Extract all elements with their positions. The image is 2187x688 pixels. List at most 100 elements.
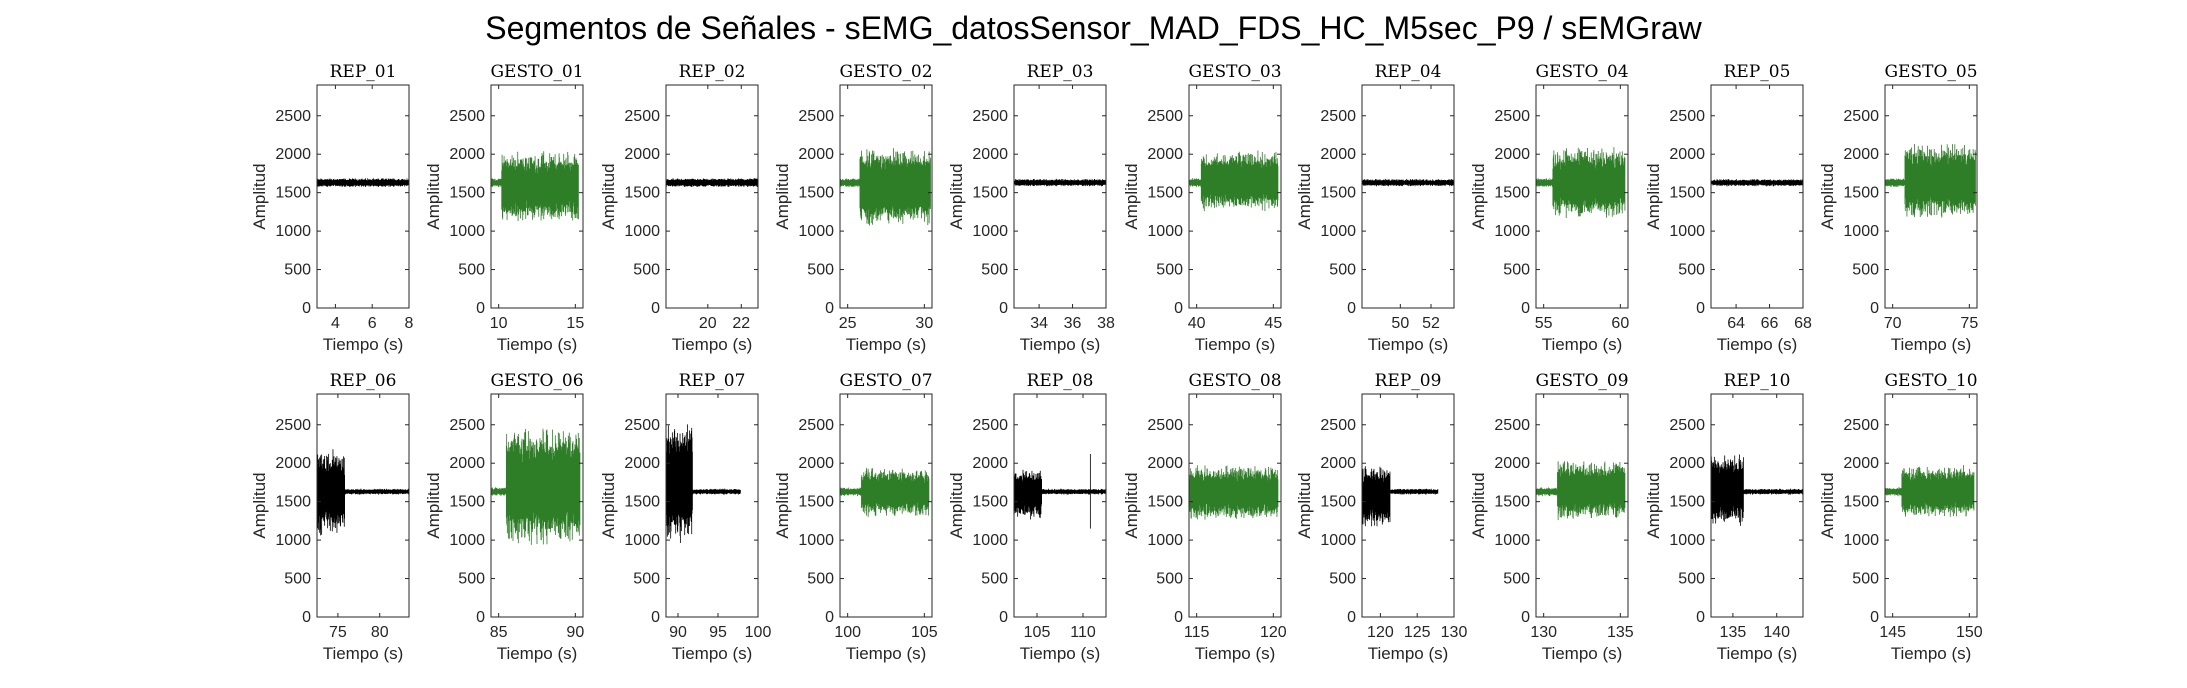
y-tick-label: 0 <box>825 300 834 317</box>
y-tick-label: 0 <box>476 300 485 317</box>
y-axis-label: Amplitud <box>947 472 966 538</box>
subplot-title: GESTO_05 <box>1884 62 1977 82</box>
signal-trace <box>1535 461 1626 521</box>
y-tick-label: 2500 <box>1494 108 1530 125</box>
y-tick-label: 0 <box>1870 609 1879 626</box>
axes-box <box>316 393 410 618</box>
subplot-rep-10: REP_10 0 500 1000 1500 2000 2500 135 140 Tiempo (… <box>1644 371 1804 663</box>
signal-trace <box>1361 466 1439 527</box>
y-tick-label: 1500 <box>449 494 485 511</box>
y-tick-label: 500 <box>1503 262 1530 279</box>
signal-trace <box>1710 179 1804 187</box>
x-axis-label: Tiempo (s) <box>672 335 753 354</box>
subplot-title: GESTO_02 <box>839 62 932 82</box>
y-tick-label: 1000 <box>1669 223 1705 240</box>
subplot-title: REP_07 <box>679 371 746 391</box>
signal-trace <box>1535 147 1626 219</box>
axes-box <box>1884 393 1978 618</box>
subplot-title: REP_09 <box>1375 371 1442 391</box>
y-tick-label: 1500 <box>624 185 660 202</box>
x-tick-label: 22 <box>732 315 750 332</box>
y-tick-label: 500 <box>1852 571 1879 588</box>
axes-box <box>490 393 584 618</box>
y-tick-label: 2000 <box>449 146 485 163</box>
x-axis-label: Tiempo (s) <box>1020 644 1101 663</box>
subplot-title: GESTO_03 <box>1188 62 1281 82</box>
y-tick-label: 0 <box>302 300 311 317</box>
x-tick-label: 20 <box>699 315 717 332</box>
y-axis-label: Amplitud <box>947 163 966 229</box>
subplot-title: GESTO_06 <box>490 371 583 391</box>
x-axis-label: Tiempo (s) <box>1542 644 1623 663</box>
x-axis-label: Tiempo (s) <box>846 644 927 663</box>
x-tick-label: 135 <box>1607 624 1634 641</box>
subplot-rep-03: REP_03 0 500 1000 1500 2000 2500 34 36 38 Tiempo (… <box>947 62 1115 354</box>
subplot-rep-09: REP_09 0 500 1000 1500 2000 2500 120 125 130 Tiemp… <box>1295 371 1467 663</box>
y-tick-label: 2000 <box>1147 455 1183 472</box>
x-axis-label: Tiempo (s) <box>1195 644 1276 663</box>
x-axis-label: Tiempo (s) <box>1891 644 1972 663</box>
y-tick-label: 2500 <box>1320 108 1356 125</box>
y-tick-label: 500 <box>981 262 1008 279</box>
x-tick-label: 55 <box>1535 315 1553 332</box>
y-tick-label: 0 <box>1696 609 1705 626</box>
subplot-rep-05: REP_05 0 500 1000 1500 2000 2500 64 66 68 Tiempo (… <box>1644 62 1812 354</box>
x-tick-label: 120 <box>1260 624 1287 641</box>
y-axis-label: Amplitud <box>1469 472 1488 538</box>
y-tick-label: 2000 <box>1147 146 1183 163</box>
signal-trace <box>1884 144 1976 218</box>
y-tick-label: 0 <box>1870 300 1879 317</box>
axes-box <box>1013 393 1107 618</box>
x-tick-label: 70 <box>1884 315 1902 332</box>
signal-trace <box>1188 465 1279 520</box>
x-tick-label: 10 <box>490 315 508 332</box>
x-tick-label: 34 <box>1030 315 1048 332</box>
axes-box <box>490 84 584 309</box>
axes-box <box>1884 84 1978 309</box>
x-axis-label: Tiempo (s) <box>1195 335 1276 354</box>
y-axis-label: Amplitud <box>1644 163 1663 229</box>
x-axis-label: Tiempo (s) <box>323 335 404 354</box>
y-axis-label: Amplitud <box>1122 163 1141 229</box>
y-tick-label: 500 <box>284 571 311 588</box>
y-tick-label: 2500 <box>1147 417 1183 434</box>
subplot-title: REP_05 <box>1724 62 1791 82</box>
subplot-gesto-05: GESTO_05 0 500 1000 1500 2000 2500 70 75 Tiempo (… <box>1818 62 1978 354</box>
x-tick-label: 60 <box>1611 315 1629 332</box>
subplot-title: REP_06 <box>330 371 397 391</box>
signal-trace <box>316 449 410 536</box>
signal-trace <box>839 148 931 226</box>
y-tick-label: 1500 <box>275 494 311 511</box>
subplot-gesto-06: GESTO_06 0 500 1000 1500 2000 2500 85 90 Tiempo (… <box>424 371 584 663</box>
y-tick-label: 500 <box>807 571 834 588</box>
y-tick-label: 0 <box>302 609 311 626</box>
y-tick-label: 1000 <box>972 532 1008 549</box>
subplot-title: GESTO_08 <box>1188 371 1281 391</box>
y-axis-label: Amplitud <box>424 472 443 538</box>
y-tick-label: 2000 <box>275 455 311 472</box>
y-tick-label: 2000 <box>624 146 660 163</box>
y-tick-label: 500 <box>807 262 834 279</box>
y-tick-label: 500 <box>458 262 485 279</box>
axes-box <box>1535 393 1629 618</box>
y-tick-label: 1000 <box>1320 223 1356 240</box>
subplot-gesto-08: GESTO_08 0 500 1000 1500 2000 2500 115 120 Tiempo… <box>1122 371 1287 663</box>
y-tick-label: 2500 <box>449 108 485 125</box>
y-tick-label: 1500 <box>1843 494 1879 511</box>
y-tick-label: 2000 <box>798 146 834 163</box>
y-tick-label: 500 <box>458 571 485 588</box>
y-tick-label: 2500 <box>1147 108 1183 125</box>
y-tick-label: 1500 <box>972 185 1008 202</box>
y-axis-label: Amplitud <box>1469 163 1488 229</box>
axes-box <box>1710 84 1804 309</box>
axes-box <box>839 84 933 309</box>
signal-trace <box>1361 178 1455 187</box>
x-tick-label: 90 <box>669 624 687 641</box>
x-tick-label: 50 <box>1391 315 1409 332</box>
y-tick-label: 1000 <box>1320 532 1356 549</box>
y-axis-label: Amplitud <box>1818 163 1837 229</box>
signal-trace <box>490 428 581 545</box>
x-tick-label: 38 <box>1097 315 1115 332</box>
y-tick-label: 500 <box>1678 571 1705 588</box>
